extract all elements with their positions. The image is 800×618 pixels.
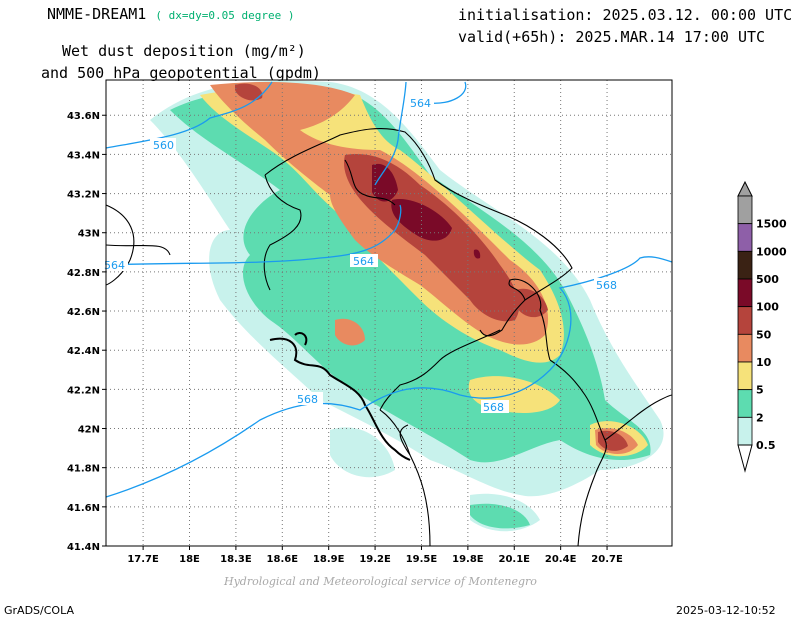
legend-label: 100 (756, 301, 779, 314)
color-legend: 1500 1000 500 100 50 10 5 2 0.5 (737, 180, 787, 473)
variable-title-line2: and 500 hPa geopotential (gpdm) (41, 64, 321, 82)
legend-swatch (737, 195, 753, 225)
y-tick-label: 43.2N (67, 190, 100, 201)
longitude-ticks: 17.7E 18E 18.3E 18.6E 18.9E 19.2E 19.5E 19.8E 20… (127, 546, 623, 565)
legend-label: 50 (756, 328, 772, 341)
contour-label-568: 568 (483, 401, 504, 414)
valid-time: valid(+65h): 2025.MAR.14 17:00 UTC (458, 28, 766, 46)
x-tick-label: 19.8E (452, 554, 484, 565)
legend-swatch (737, 223, 753, 252)
legend-swatch (737, 333, 753, 363)
legend-label: 1000 (756, 245, 787, 258)
y-tick-label: 42N (78, 425, 100, 436)
dust-deposition-field (150, 80, 664, 532)
y-tick-label: 42.4N (67, 346, 100, 357)
x-tick-label: 19.5E (406, 554, 438, 565)
x-tick-label: 18E (179, 554, 200, 565)
legend-label: 1500 (756, 218, 787, 231)
legend-arrow-bottom (737, 444, 753, 473)
geopotential-contours (105, 81, 673, 498)
resolution-note: ( dx=dy=0.05 degree ) (155, 9, 295, 22)
x-tick-label: 18.3E (220, 554, 252, 565)
deposition-area-100 (473, 249, 481, 259)
contour-label-564: 564 (353, 255, 374, 268)
initialisation-time: initialisation: 2025.03.12. 00:00 UTC (458, 6, 793, 24)
contour-label-568: 568 (297, 393, 318, 406)
graticule (106, 80, 672, 546)
credit-text: Hydrological and Meteorological service … (224, 575, 537, 588)
legend-swatch (737, 361, 753, 391)
deposition-area-50 (598, 430, 628, 451)
contour-labels: 560 564 564 564 568 568 568 (104, 96, 622, 414)
deposition-area-50 (235, 83, 263, 101)
borders (105, 128, 673, 547)
deposition-area-2 (470, 503, 530, 529)
x-tick-label: 20.4E (545, 554, 577, 565)
contour-label-560: 560 (153, 139, 174, 152)
y-tick-label: 41.8N (67, 464, 100, 475)
contour-label-564: 564 (104, 259, 125, 272)
legend-swatch (737, 416, 753, 446)
render-timestamp: 2025-03-12-10:52 (676, 604, 776, 617)
legend-label: 5 (756, 384, 764, 397)
deposition-area-10 (335, 318, 365, 346)
y-tick-label: 42.8N (67, 268, 100, 279)
coastline (269, 332, 411, 461)
deposition-area-100 (391, 199, 452, 241)
x-tick-label: 18.9E (313, 554, 345, 565)
x-tick-label: 20.1E (499, 554, 531, 565)
legend-label: 500 (756, 273, 779, 286)
legend-swatch (737, 389, 753, 418)
legend-label: 10 (756, 356, 772, 369)
y-tick-label: 41.6N (67, 503, 100, 514)
legend-label: 0.5 (756, 439, 776, 452)
x-tick-label: 19.2E (359, 554, 391, 565)
y-tick-label: 43.6N (67, 111, 100, 122)
model-title: NMME-DREAM1 ( dx=dy=0.05 degree ) (47, 5, 294, 23)
x-tick-label: 20.7E (591, 554, 623, 565)
y-tick-label: 42.6N (67, 307, 100, 318)
software-label: GrADS/COLA (4, 604, 74, 617)
contour-label-564: 564 (410, 97, 431, 110)
legend-label: 2 (756, 411, 764, 424)
deposition-area-100 (372, 163, 398, 202)
y-tick-label: 41.4N (67, 542, 100, 553)
latitude-ticks: 43.6N 43.4N 43.2N 43N 42.8N 42.6N 42.4N 42.2N 42… (67, 111, 106, 553)
x-tick-label: 17.7E (127, 554, 159, 565)
y-tick-label: 43N (78, 229, 100, 240)
variable-title-line1: Wet dust deposition (mg/m²) (62, 42, 306, 60)
model-name: NMME-DREAM1 (47, 5, 147, 23)
y-tick-label: 43.4N (67, 150, 100, 161)
x-tick-label: 18.6E (267, 554, 299, 565)
contour-label-568: 568 (596, 279, 617, 292)
deposition-area-0.5 (330, 427, 395, 478)
legend-swatch (737, 278, 753, 308)
y-tick-label: 42.2N (67, 385, 100, 396)
legend-swatch (737, 306, 753, 335)
legend-swatch (737, 250, 753, 280)
plot-frame (105, 79, 673, 547)
legend-arrow-top (737, 180, 753, 197)
